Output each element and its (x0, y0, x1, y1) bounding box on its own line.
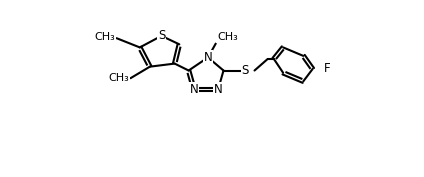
Text: N: N (204, 51, 212, 64)
Text: F: F (324, 62, 330, 75)
Text: S: S (242, 64, 249, 77)
Text: S: S (158, 29, 165, 42)
Text: N: N (214, 83, 223, 96)
Text: CH₃: CH₃ (217, 32, 238, 42)
Text: CH₃: CH₃ (94, 32, 115, 42)
Text: CH₃: CH₃ (108, 73, 129, 83)
Text: N: N (190, 83, 198, 96)
